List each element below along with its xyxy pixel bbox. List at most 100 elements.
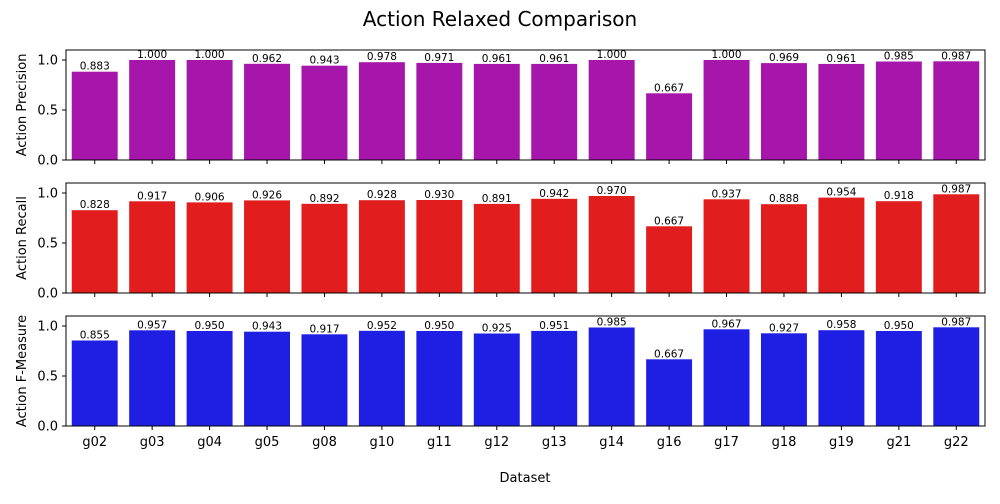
panel-1-data-label-g16: 0.667 (654, 82, 684, 94)
chart-title: Action Relaxed Comparison (363, 7, 637, 31)
panel-3-data-label-g22: 0.987 (941, 316, 971, 328)
panel-2-y-tick-label-0: 0.0 (37, 287, 58, 302)
panel-1-bar-g02 (71, 71, 118, 160)
panel-1-data-label-g02: 0.883 (80, 61, 110, 73)
panel-3-data-label-g17: 0.967 (711, 318, 741, 330)
panel-3-bar-g04 (186, 331, 233, 426)
panel-3-data-label-g08: 0.917 (309, 323, 339, 335)
panel-3-bar-g18 (760, 333, 807, 426)
panel-3-y-tick-label-2: 1.0 (37, 320, 58, 335)
x-tick-label-g17: g17 (714, 435, 739, 450)
panel-3-data-label-g16: 0.667 (654, 348, 684, 360)
x-tick-label-g18: g18 (772, 435, 797, 450)
panel-2-y-axis-label: Action Recall (15, 196, 30, 280)
panel-1-bar-g03 (129, 60, 176, 160)
panel-3-bar-g03 (129, 330, 176, 426)
panel-2-bar-g14 (588, 196, 635, 293)
panel-2-data-label-g08: 0.892 (309, 193, 339, 205)
panel-3-frame (65, 315, 986, 427)
panel-3-bar-g13 (531, 330, 578, 426)
panel-3-bar-g05 (244, 331, 291, 426)
panel-1-data-label-g11: 0.971 (424, 52, 454, 64)
panel-1-data-label-g10: 0.978 (367, 51, 397, 63)
panel-2-bar-g11 (416, 200, 463, 293)
panel-3-bar-g14 (588, 327, 635, 426)
panel-3-data-label-g03: 0.957 (137, 319, 167, 331)
panel-1-bar-g14 (588, 60, 635, 160)
panel-3-data-label-g19: 0.958 (826, 319, 856, 331)
panel-2-bar-g12 (473, 203, 520, 293)
panel-3-data-label-g11: 0.950 (424, 320, 454, 332)
panel-2-data-label-g10: 0.928 (367, 189, 397, 201)
panel-2-data-label-g19: 0.954 (826, 187, 856, 199)
panel-2-data-label-g11: 0.930 (424, 189, 454, 201)
panel-1-bar-g04 (186, 60, 233, 160)
panel-2-bar-g08 (301, 203, 348, 293)
panel-3-data-label-g13: 0.951 (539, 320, 569, 332)
panel-3-bar-g10 (358, 330, 405, 426)
x-tick-label-g11: g11 (427, 435, 452, 450)
panel-2-data-label-g18: 0.888 (769, 193, 799, 205)
panel-3-data-label-g12: 0.925 (482, 323, 512, 335)
panel-2-frame (65, 182, 986, 294)
panel-1-bar-g11 (416, 62, 463, 160)
panel-1-y-tick-label-2: 1.0 (37, 54, 58, 69)
x-axis-label: Dataset (500, 471, 551, 486)
panel-2-bar-g22 (933, 194, 980, 293)
panel-3-bar-g11 (416, 331, 463, 426)
panel-2-data-label-g05: 0.926 (252, 189, 282, 201)
panel-1-data-label-g03: 1.000 (137, 49, 167, 61)
panel-3-y-axis-label: Action F-Measure (15, 315, 30, 427)
x-tick-label-g03: g03 (140, 435, 165, 450)
panel-1-bar-g22 (933, 61, 980, 160)
panel-3-bar-g08 (301, 334, 348, 426)
panel-2-bar-g05 (244, 200, 291, 293)
panel-3-data-label-g04: 0.950 (195, 320, 225, 332)
panel-2-data-label-g04: 0.906 (195, 191, 225, 203)
x-tick-label-g21: g21 (886, 435, 911, 450)
panel-3-data-label-g05: 0.943 (252, 321, 282, 333)
panel-1-data-label-g13: 0.961 (539, 53, 569, 65)
panel-1-bar-g10 (358, 62, 405, 161)
panel-1-data-label-g08: 0.943 (309, 55, 339, 67)
panel-2-y-tick-label-2: 1.0 (37, 187, 58, 202)
panel-1-data-label-g17: 1.000 (711, 49, 741, 61)
panel-1-data-label-g05: 0.962 (252, 53, 282, 65)
panel-2-data-label-g14: 0.970 (597, 185, 627, 197)
panel-3-data-label-g10: 0.952 (367, 320, 397, 332)
panel-2-bar-g21 (875, 201, 922, 293)
panel-2-data-label-g16: 0.667 (654, 215, 684, 227)
x-tick-label-g19: g19 (829, 435, 854, 450)
panel-1-data-label-g21: 0.985 (884, 51, 914, 63)
panel-2-bar-g13 (531, 198, 578, 293)
panel-2-data-label-g22: 0.987 (941, 183, 971, 195)
panel-3-bar-g22 (933, 327, 980, 426)
panel-1-bar-g08 (301, 65, 348, 160)
panel-3-bar-g19 (818, 330, 865, 426)
x-tick-label-g04: g04 (197, 435, 222, 450)
panel-1-bar-g13 (531, 63, 578, 160)
x-tick-label-g13: g13 (542, 435, 567, 450)
panel-3-bar-g16 (646, 359, 693, 426)
panel-1-data-label-g19: 0.961 (826, 53, 856, 65)
x-tick-label-g08: g08 (312, 435, 337, 450)
panel-3-bar-g12 (473, 333, 520, 426)
panel-2-bar-g04 (186, 202, 233, 293)
panel-1-bar-g18 (760, 63, 807, 160)
panel-2-data-label-g13: 0.942 (539, 188, 569, 200)
panel-1-bar-g16 (646, 93, 693, 160)
x-tick-label-g12: g12 (484, 435, 509, 450)
panel-2-data-label-g21: 0.918 (884, 190, 914, 202)
panel-2-bar-g18 (760, 204, 807, 293)
panel-2-data-label-g17: 0.937 (711, 188, 741, 200)
panel-1-data-label-g18: 0.969 (769, 52, 799, 64)
panel-1-bar-g21 (875, 61, 922, 160)
x-tick-label-g16: g16 (657, 435, 682, 450)
panel-1-data-label-g22: 0.987 (941, 50, 971, 62)
panel-2-data-label-g12: 0.891 (482, 193, 512, 205)
panel-3-bar-g02 (71, 340, 118, 426)
panel-3-y-tick-label-0: 0.0 (37, 420, 58, 435)
panel-1-frame (65, 49, 986, 161)
